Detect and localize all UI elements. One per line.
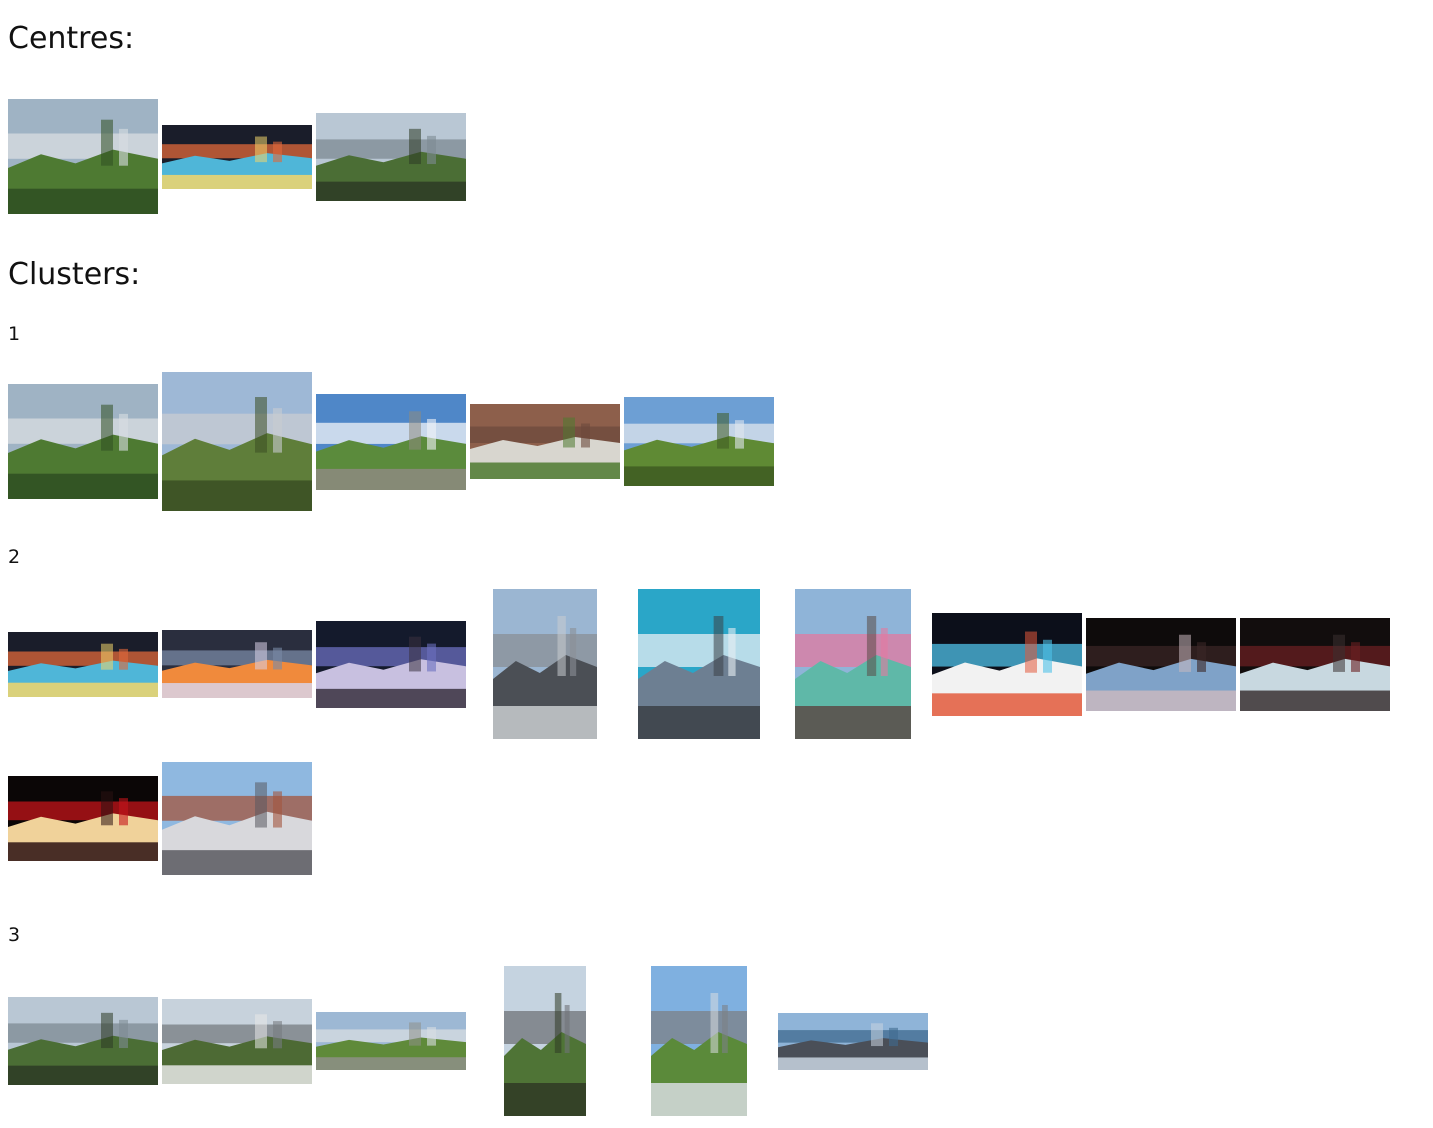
cluster-thumbnail <box>638 589 760 739</box>
cluster-thumbnail <box>1086 618 1236 711</box>
clusters-heading: Clusters: <box>8 257 141 292</box>
cluster-thumbnail <box>470 404 620 479</box>
cluster-thumbnail <box>493 589 597 739</box>
centre-thumbnail <box>8 99 158 214</box>
cluster-thumbnail <box>1240 618 1390 711</box>
centres-heading: Centres: <box>8 21 135 56</box>
cluster-thumbnail <box>316 621 466 708</box>
cluster-thumbnail <box>162 762 312 875</box>
cluster-thumbnail <box>504 966 586 1116</box>
cluster-thumbnail <box>8 384 158 499</box>
cluster-thumbnail <box>162 999 312 1084</box>
cluster-thumbnail <box>162 372 312 511</box>
centre-thumbnail <box>162 125 312 189</box>
cluster-label: 1 <box>8 323 21 345</box>
cluster-thumbnail <box>932 613 1082 716</box>
cluster-thumbnail <box>795 589 911 739</box>
cluster-thumbnail <box>651 966 747 1116</box>
cluster-thumbnail <box>316 1012 466 1070</box>
cluster-label: 3 <box>8 924 21 946</box>
centre-thumbnail <box>316 113 466 201</box>
cluster-thumbnail <box>624 397 774 486</box>
cluster-label: 2 <box>8 546 21 568</box>
cluster-thumbnail <box>162 630 312 698</box>
cluster-thumbnail <box>8 997 158 1085</box>
cluster-thumbnail <box>8 632 158 697</box>
cluster-thumbnail <box>8 776 158 861</box>
cluster-thumbnail <box>778 1013 928 1070</box>
cluster-thumbnail <box>316 394 466 490</box>
